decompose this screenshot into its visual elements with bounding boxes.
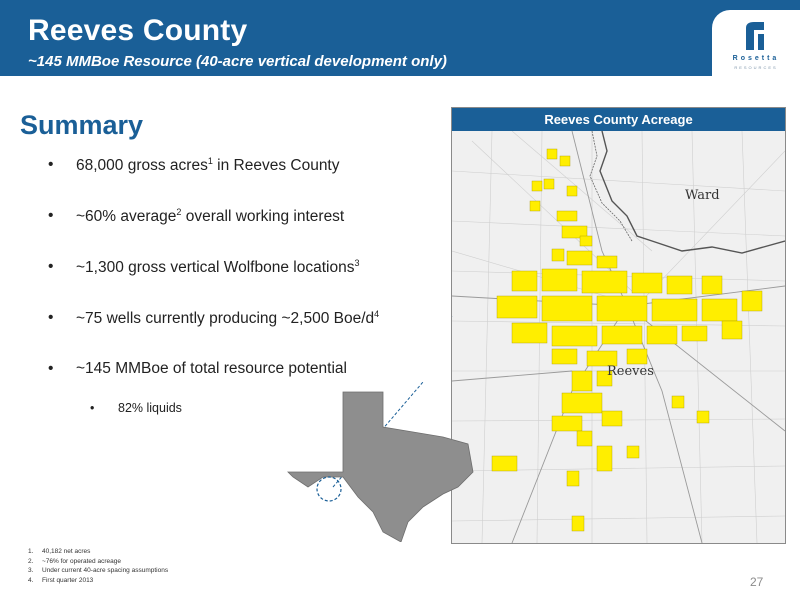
footnote-ref: 3 bbox=[354, 258, 360, 268]
bullet-gross-acres: • 68,000 gross acres1 in Reeves County bbox=[48, 156, 340, 175]
footnote-2: 2. ~76% for operated acreage bbox=[28, 557, 121, 565]
slide-subtitle: ~145 MMBoe Resource (40-acre vertical de… bbox=[28, 53, 447, 70]
acreage-map-drawing bbox=[452, 131, 785, 543]
sub-bullet-liquids: • 82% liquids bbox=[90, 401, 182, 415]
logo-wordmark: Rosetta bbox=[732, 55, 780, 62]
rosetta-logo-icon bbox=[746, 22, 764, 50]
texas-locator-map bbox=[287, 382, 474, 542]
slide-header: Reeves County ~145 MMBoe Resource (40-ac… bbox=[0, 0, 800, 76]
summary-heading: Summary bbox=[20, 110, 144, 140]
footnote-1: 1. 40,182 net acres bbox=[28, 548, 91, 555]
footnote-ref: 2 bbox=[176, 207, 182, 217]
summary-bullet-list: • 68,000 gross acres1 in Reeves County • ~… bbox=[48, 156, 448, 421]
footnote-ref: 1 bbox=[207, 156, 213, 166]
slide-title: Reeves County bbox=[28, 14, 248, 47]
footnote-3: 3. Under current 40-acre spacing assumpti… bbox=[28, 567, 169, 574]
bullet-locations: • ~1,300 gross vertical Wolfbone location… bbox=[48, 258, 360, 277]
map-label-reeves: Reeves bbox=[607, 364, 654, 379]
footnotes-list: 1. 40,182 net acres 2. ~76% for operated a… bbox=[28, 548, 168, 586]
footnote-ref: 4 bbox=[374, 309, 380, 319]
company-logo: Rosetta RESOURCES bbox=[712, 10, 800, 76]
bullet-wells-producing: • ~75 wells currently producing ~2,500 Bo… bbox=[48, 309, 380, 328]
acreage-map: Reeves County Acreage bbox=[451, 107, 786, 544]
footnote-4: 4. First quarter 2013 bbox=[28, 576, 94, 584]
map-label-ward: Ward bbox=[685, 188, 720, 203]
map-title: Reeves County Acreage bbox=[452, 108, 785, 131]
page-number: 27 bbox=[750, 575, 764, 589]
logo-tagline: RESOURCES bbox=[734, 65, 778, 70]
bullet-working-interest: • ~60% average2 overall working interest bbox=[48, 207, 345, 226]
bullet-resource-potential: • ~145 MMBoe of total resource potential bbox=[48, 360, 347, 377]
